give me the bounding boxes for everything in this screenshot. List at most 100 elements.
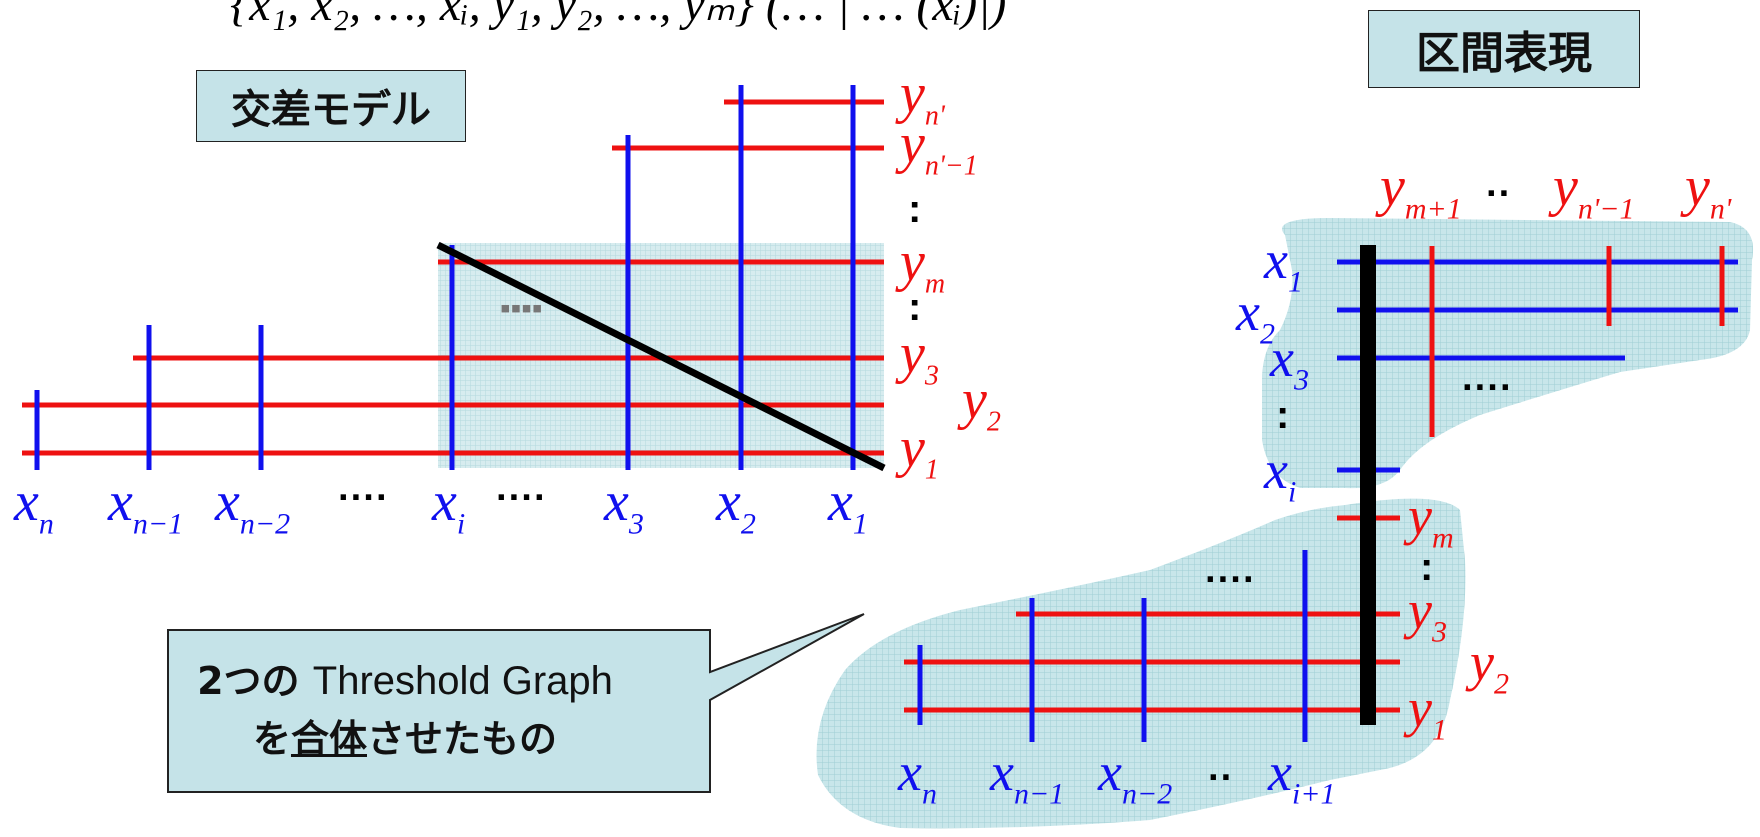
right-left-x-label-0-sub: 1	[1288, 266, 1303, 299]
left-x-label-5-base: x	[715, 471, 741, 533]
left-y-label-2: ym	[895, 231, 945, 300]
right-right-vertical-dots: :	[1420, 545, 1433, 589]
right-bottom-x-label-0: xn	[897, 742, 937, 811]
right-left-x-label-1-sub: 2	[1260, 318, 1275, 351]
left-y-label-0-base: y	[895, 63, 925, 125]
right-right-y-label-2: y2	[1465, 632, 1509, 701]
left-x-label-6-sub: 1	[853, 508, 868, 541]
callout-line-1: 2つの Threshold Graph	[170, 650, 640, 705]
left-x-label-4-sub: 3	[628, 508, 644, 541]
right-top-y-label-0-sub: m+1	[1405, 193, 1462, 226]
left-x-label-6-base: x	[827, 471, 853, 533]
right-top-y-label-2-sub: n'	[1710, 193, 1732, 226]
left-y-label-1: yn'−1	[895, 113, 978, 182]
right-right-y-label-0-sub: m	[1432, 522, 1454, 555]
top-formula: {x₁, x₂, …, xᵢ, y₁, y₂, …, yₘ} (… | … (x…	[230, 0, 1006, 31]
callout-line2-pre: を	[252, 717, 291, 761]
left-y-label-0-sub: n'	[925, 101, 946, 132]
right-right-y-label-3-base: y	[1403, 678, 1432, 738]
right-left-x-label-0: x1	[1263, 230, 1303, 299]
right-bottom-x-label-1-base: x	[989, 742, 1014, 802]
right-right-y-label-0: ym	[1403, 486, 1454, 555]
right-bottom-x-labels: xn xn−1 xn−2 xi+1	[897, 742, 1336, 811]
left-y-label-4-base: y	[957, 369, 987, 431]
right-bottom-x-label-1: xn−1	[989, 742, 1064, 811]
left-x-label-5-sub: 2	[741, 508, 756, 541]
left-y-label-3-sub: 3	[924, 361, 939, 392]
left-x-label-2: xn−2	[214, 471, 290, 541]
right-bottom-x-label-3-base: x	[1267, 742, 1292, 802]
right-red-verticals	[1429, 246, 1725, 437]
callout-line1-num: 2つの	[197, 659, 300, 703]
right-upper-ellipsis: ····	[1462, 367, 1513, 409]
left-x-label-0-sub: n	[39, 508, 54, 541]
left-vertical-dots-1: :	[908, 187, 921, 231]
right-left-x-label-0-base: x	[1263, 230, 1288, 290]
right-bottom-x-label-0-base: x	[897, 742, 922, 802]
right-left-x-label-2: x3	[1269, 328, 1309, 397]
left-x-label-5: x2	[715, 471, 756, 541]
right-left-x-label-1-base: x	[1235, 282, 1260, 342]
left-x-label-6: x1	[827, 471, 868, 541]
left-x-label-1: xn−1	[107, 471, 183, 541]
left-x-label-1-base: x	[107, 471, 133, 533]
left-y-label-5: y1	[895, 417, 939, 486]
right-left-vertical-dots: :	[1276, 393, 1289, 437]
right-top-y-label-1-base: y	[1548, 156, 1578, 218]
left-inner-ellipsis: ▪▪▪▪	[500, 292, 543, 325]
left-y-label-2-sub: m	[925, 269, 945, 300]
right-bottom-x-label-3: xi+1	[1267, 742, 1336, 811]
callout-box	[167, 613, 865, 793]
right-right-y-label-2-base: y	[1465, 632, 1494, 692]
right-bottom-x-label-2: xn−2	[1097, 742, 1172, 811]
right-right-y-label-1: y3	[1403, 580, 1447, 649]
left-x-label-4: x3	[603, 471, 644, 541]
right-lower-ellipsis: ····	[1205, 559, 1256, 601]
title-interval-representation: 区間表現	[1368, 10, 1640, 88]
right-upper-region	[1262, 218, 1754, 489]
right-bottom-x-label-0-sub: n	[922, 778, 937, 811]
left-y-label-3-base: y	[895, 323, 925, 385]
callout-line2-underlined: 合体	[290, 717, 367, 761]
right-bottom-x-label-3-sub: i+1	[1292, 778, 1336, 811]
right-top-y-label-1-sub: n'−1	[1578, 193, 1635, 226]
left-blue-lines	[34, 85, 856, 470]
threshold-diagonal-line	[436, 241, 886, 472]
left-y-label-4-sub: 2	[987, 407, 1001, 438]
title-intersection-model: 交差モデル	[196, 70, 466, 142]
left-x-label-3-sub: i	[457, 508, 465, 541]
right-right-y-label-3: y1	[1403, 678, 1447, 747]
right-left-x-label-2-base: x	[1269, 328, 1294, 388]
right-bottom-x-label-2-sub: n−2	[1122, 778, 1172, 811]
right-top-y-labels: y m+1 yn'−1 yn'	[1375, 156, 1732, 226]
left-x-label-3: xi	[431, 471, 465, 541]
left-y-label-3: y3	[895, 323, 939, 392]
left-x-label-0-base: x	[13, 471, 39, 533]
left-bottom-ellipsis-2: ····	[496, 477, 547, 519]
left-y-label-0: yn'	[895, 63, 946, 132]
right-right-y-label-1-sub: 3	[1431, 616, 1447, 649]
callout-line2-post: させたもの	[367, 717, 558, 761]
left-x-label-2-base: x	[214, 471, 240, 533]
right-top-y-label-2: yn'	[1680, 156, 1732, 226]
left-y-label-5-sub: 1	[925, 455, 939, 486]
left-x-label-2-sub: n−2	[240, 508, 290, 541]
right-right-y-label-1-base: y	[1403, 580, 1432, 640]
right-right-y-label-2-sub: 2	[1494, 668, 1509, 701]
right-blue-lines	[1337, 259, 1738, 473]
callout-line1-en: Threshold Graph	[312, 659, 613, 703]
right-left-x-label-3: xi	[1263, 440, 1296, 509]
left-y-label-4: y2	[957, 369, 1001, 438]
left-x-labels: xn xn−1 xn−2 xi x3 x2 x1	[13, 471, 868, 541]
right-left-x-label-1: x2	[1235, 282, 1275, 351]
left-vertical-dots-2: :	[908, 285, 921, 329]
left-x-label-1-sub: n−1	[133, 508, 183, 541]
right-left-x-label-2-sub: 3	[1293, 364, 1309, 397]
right-bottom-dots: ··	[1208, 757, 1233, 799]
right-top-y-label-1: yn'−1	[1548, 156, 1635, 226]
right-right-y-label-3-sub: 1	[1432, 714, 1447, 747]
right-blue-verticals	[917, 550, 1308, 742]
